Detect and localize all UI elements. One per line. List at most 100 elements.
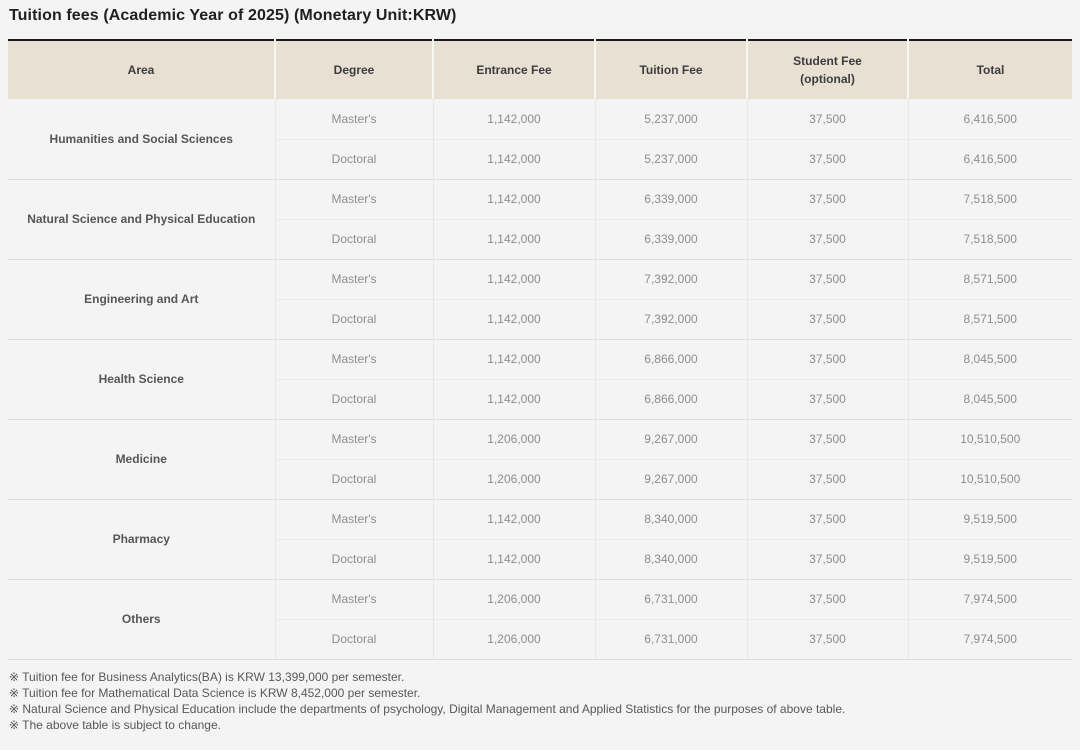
degree-cell: Doctoral [274,138,433,179]
total-cell: 8,571,500 [907,298,1072,339]
table-row: Others Master's 1,206,000 6,731,000 37,500 7,… [8,578,1072,659]
tuition-fee-cell: 8,340,000 [594,538,747,579]
degree-cell: Master's [274,99,433,139]
table-row: Medicine Master's 1,206,000 9,267,000 37,500… [8,418,1072,499]
total-cell: 8,571,500 [907,258,1072,299]
student-fee-cell: 37,500 [746,99,908,139]
tuition-fee-cell: 7,392,000 [594,258,747,299]
tuition-fee-cell: 6,339,000 [594,178,747,219]
tuition-fee-cell: 6,731,000 [594,618,747,659]
student-fee-cell: 37,500 [746,138,908,179]
table-row: Pharmacy Master's 1,142,000 8,340,000 37,500… [8,498,1072,579]
degree-cell: Master's [274,338,433,379]
col-header-entrance-fee: Entrance Fee [432,40,595,99]
entrance-fee-cell: 1,142,000 [432,99,595,139]
entrance-fee-cell: 1,142,000 [432,498,595,539]
total-cell: 7,518,500 [907,178,1072,219]
entrance-fee-cell: 1,142,000 [432,298,595,339]
student-fee-cell: 37,500 [746,578,908,619]
area-cell: Health Science [8,338,275,419]
total-cell: 8,045,500 [907,338,1072,379]
area-cell: Medicine [8,418,275,499]
entrance-fee-cell: 1,206,000 [432,578,595,619]
student-fee-cell: 37,500 [746,258,908,299]
entrance-fee-cell: 1,142,000 [432,338,595,379]
tuition-fee-cell: 9,267,000 [594,418,747,459]
student-fee-cell: 37,500 [746,298,908,339]
student-fee-cell: 37,500 [746,378,908,419]
student-fee-cell: 37,500 [746,418,908,459]
table-row: Doctoral 1,206,000 9,267,000 37,500 10,510,5… [8,458,1072,499]
total-cell: 6,416,500 [907,99,1072,139]
area-cell: Others [8,578,275,659]
col-header-area: Area [8,40,275,99]
table-row: Natural Science and Physical Education Ma… [8,178,1072,259]
table-header-row: Area Degree Entrance Fee Tuition Fee Stu… [8,40,1072,99]
col-header-total: Total [907,40,1072,99]
entrance-fee-cell: 1,206,000 [432,618,595,659]
degree-cell: Master's [274,578,433,619]
area-cell: Engineering and Art [8,258,275,339]
col-header-degree: Degree [274,40,433,99]
table-row: Doctoral 1,142,000 6,339,000 37,500 7,518,50… [8,218,1072,259]
tuition-table-body: Humanities and Social Sciences Master's 1,… [8,99,1072,659]
tuition-fee-cell: 7,392,000 [594,298,747,339]
table-row: Doctoral 1,142,000 7,392,000 37,500 8,571,50… [8,298,1072,339]
page-title: Tuition fees (Academic Year of 2025) (Mo… [9,7,457,24]
area-cell: Pharmacy [8,498,275,579]
entrance-fee-cell: 1,142,000 [432,258,595,299]
table-row: Doctoral 1,142,000 6,866,000 37,500 8,045,50… [8,378,1072,419]
total-cell: 7,974,500 [907,618,1072,659]
table-row: Engineering and Art Master's 1,142,000 7,39… [8,258,1072,339]
footnote: ※ The above table is subject to change. [9,717,221,732]
tuition-table: Area Degree Entrance Fee Tuition Fee Stu… [8,39,1072,660]
student-fee-cell: 37,500 [746,538,908,579]
entrance-fee-cell: 1,206,000 [432,458,595,499]
degree-cell: Master's [274,498,433,539]
total-cell: 7,974,500 [907,578,1072,619]
degree-cell: Master's [274,258,433,299]
tuition-fee-cell: 8,340,000 [594,498,747,539]
entrance-fee-cell: 1,142,000 [432,538,595,579]
total-cell: 7,518,500 [907,218,1072,259]
student-fee-cell: 37,500 [746,218,908,259]
col-header-student-fee: Student Fee (optional) [746,40,908,99]
footnote: ※ Tuition fee for Mathematical Data Scie… [9,685,421,700]
entrance-fee-cell: 1,142,000 [432,138,595,179]
col-header-student-fee-label: Student Fee [793,54,862,68]
degree-cell: Doctoral [274,538,433,579]
total-cell: 9,519,500 [907,538,1072,579]
degree-cell: Doctoral [274,618,433,659]
total-cell: 10,510,500 [907,458,1072,499]
degree-cell: Doctoral [274,298,433,339]
table-row: Health Science Master's 1,142,000 6,866,000… [8,338,1072,419]
total-cell: 8,045,500 [907,378,1072,419]
total-cell: 6,416,500 [907,138,1072,179]
table-row: Doctoral 1,142,000 5,237,000 37,500 6,416,50… [8,138,1072,179]
tuition-page: Tuition fees (Academic Year of 2025) (Mo… [8,7,1072,733]
degree-cell: Doctoral [274,218,433,259]
table-row: Humanities and Social Sciences Master's 1,… [8,99,1072,146]
table-row: Doctoral 1,206,000 6,731,000 37,500 7,974,50… [8,618,1072,659]
entrance-fee-cell: 1,142,000 [432,378,595,419]
table-row: Doctoral 1,142,000 8,340,000 37,500 9,519,50… [8,538,1072,579]
tuition-fee-cell: 6,339,000 [594,218,747,259]
tuition-fee-cell: 6,731,000 [594,578,747,619]
student-fee-cell: 37,500 [746,178,908,219]
entrance-fee-cell: 1,142,000 [432,178,595,219]
footnote: ※ Tuition fee for Business Analytics(BA)… [9,669,405,684]
area-cell: Humanities and Social Sciences [49,131,233,146]
tuition-fee-cell: 5,237,000 [594,99,747,139]
tuition-fee-cell: 5,237,000 [594,138,747,179]
total-cell: 10,510,500 [907,418,1072,459]
footnote: ※ Natural Science and Physical Education… [9,701,846,716]
total-cell: 9,519,500 [907,498,1072,539]
student-fee-cell: 37,500 [746,338,908,379]
table-header: Area Degree Entrance Fee Tuition Fee Stu… [8,40,1072,99]
col-header-student-fee-sublabel: (optional) [800,72,855,86]
tuition-fee-cell: 6,866,000 [594,338,747,379]
student-fee-cell: 37,500 [746,458,908,499]
degree-cell: Master's [274,178,433,219]
area-cell: Natural Science and Physical Education [8,178,275,259]
footnotes: ※ Tuition fee for Business Analytics(BA)… [9,669,1072,733]
